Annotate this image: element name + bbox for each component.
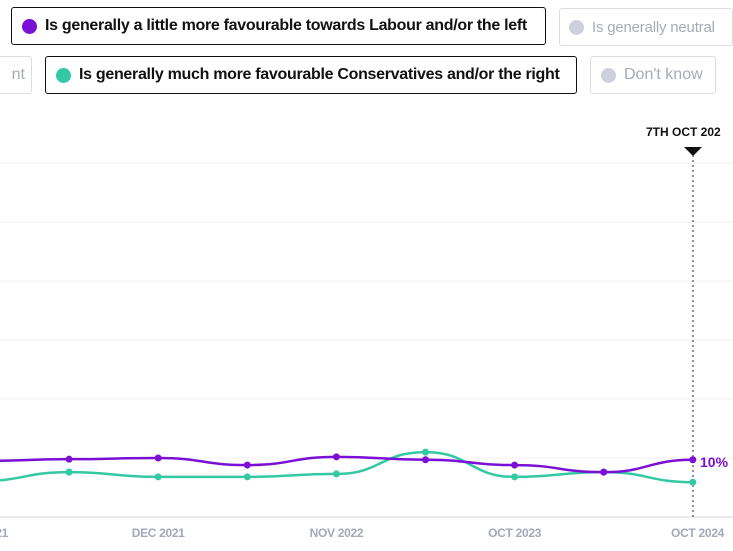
data-point[interactable] <box>511 461 519 469</box>
data-point[interactable] <box>422 448 429 456</box>
legend-dot-icon <box>569 19 584 35</box>
data-point[interactable] <box>332 470 340 478</box>
data-point[interactable] <box>243 461 251 469</box>
data-point[interactable] <box>65 455 73 463</box>
legend-item-dont-know[interactable]: Don't know <box>590 56 716 94</box>
legend-label: Is generally much more favourable Conser… <box>79 66 560 83</box>
series-line <box>0 455 693 474</box>
date-marker-label: 7TH OCT 202 <box>646 125 721 139</box>
x-tick-label: OCT 2024 <box>671 526 725 540</box>
legend-label: Is generally a little more favourable to… <box>45 17 527 34</box>
legend-dot-icon <box>601 67 616 83</box>
legend-item-partial[interactable]: nt <box>0 56 32 94</box>
x-tick-label: NOV 2022 <box>310 526 364 540</box>
legend-label: Is generally neutral <box>592 18 715 36</box>
legend-item-little-labour[interactable]: Is generally a little more favourable to… <box>11 7 546 45</box>
legend-label: nt <box>11 66 25 83</box>
x-tick-label: DEC 2021 <box>132 526 186 540</box>
data-point[interactable] <box>422 456 429 464</box>
data-point[interactable] <box>154 454 162 462</box>
data-point[interactable] <box>511 473 519 481</box>
legend-label: Don't know <box>624 66 703 83</box>
data-point[interactable] <box>332 453 340 461</box>
data-point[interactable] <box>154 473 162 481</box>
date-marker-triangle-icon <box>684 147 702 156</box>
data-point[interactable] <box>243 473 251 481</box>
legend-dot-icon <box>56 67 71 83</box>
data-point[interactable] <box>689 456 697 464</box>
data-point[interactable] <box>65 468 73 476</box>
x-tick-label: 21 <box>0 526 9 540</box>
legend-dot-icon <box>22 18 37 34</box>
legend-item-much-conservative[interactable]: Is generally much more favourable Conser… <box>45 56 577 94</box>
data-point[interactable] <box>689 478 697 486</box>
x-tick-label: OCT 2023 <box>488 526 542 540</box>
data-point[interactable] <box>600 468 608 476</box>
end-value-label: 10% <box>700 454 729 470</box>
